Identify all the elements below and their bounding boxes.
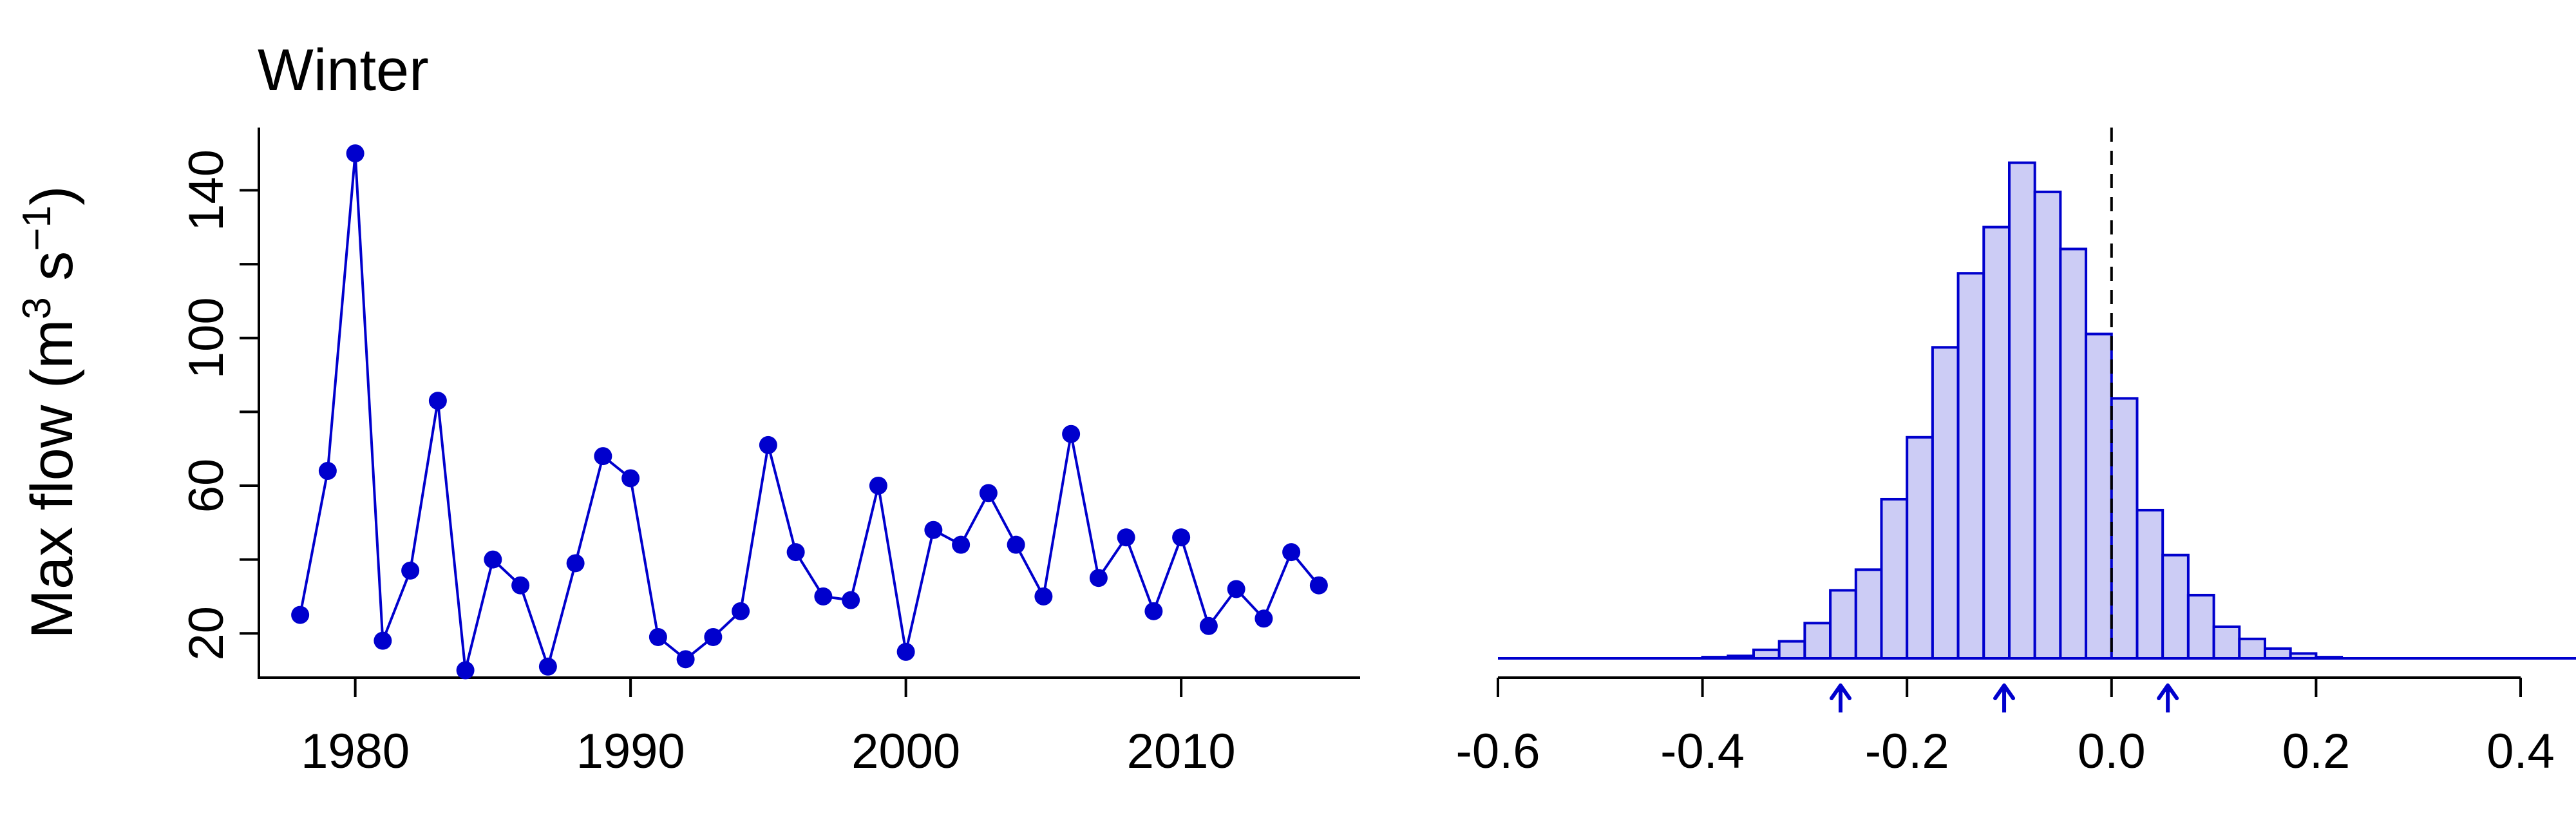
series-points [291,144,1328,680]
histogram-bar [1956,272,1985,660]
quantile-arrows [1829,683,2179,712]
data-point [814,587,833,606]
data-point [979,484,998,502]
x-tick-label: 2010 [1127,724,1236,779]
data-point [842,591,860,609]
data-point [318,462,337,481]
x-tick-label: 0.4 [2486,724,2555,779]
x-tick-label: 2000 [851,724,960,779]
data-point [538,657,557,676]
data-point [676,650,695,669]
x-tick-label: -0.6 [1456,724,1540,779]
data-point [1144,602,1163,620]
x-tick-label: -0.2 [1865,724,1949,779]
y-axis-label-main: Max flow (m [19,320,85,639]
arrow-icon [2157,683,2179,712]
data-point [952,535,971,554]
y-axis-label-mid: s [19,251,85,298]
data-point [291,606,310,624]
data-point [566,554,585,573]
histogram-bar [1803,622,1832,660]
histogram-bar [2161,553,2190,660]
data-point [346,144,365,163]
histogram-bar [1906,435,1934,660]
histogram-bar [2059,247,2088,660]
data-point [1117,528,1135,547]
histogram-bars [1701,161,2344,660]
histogram-panel: -0.6 -0.4 -0.2 0.0 0.2 0.4 [1456,128,2576,779]
y-tick-label: 20 [179,606,234,661]
data-point [1199,616,1218,635]
y-axis-label-end: ) [19,186,85,205]
data-point [1034,587,1053,606]
data-point [896,642,915,661]
histogram-bar [1752,648,1781,660]
x-tick-label: 0.2 [2282,724,2351,779]
y-axis-line [258,128,1360,679]
data-point [869,476,887,495]
data-point [1007,535,1025,554]
histogram-bar [2186,593,2215,660]
histogram-bar [2136,508,2164,660]
histogram-bar [1727,654,1756,660]
arrow-icon [1829,683,1852,712]
histogram-bar [2212,625,2241,660]
y-axis-label-sup1: 3 [15,297,59,319]
histogram-bar [2008,161,2036,660]
histogram-bar [1829,589,1857,660]
histogram-bar [1982,225,2011,660]
data-point [1309,576,1328,595]
chart-title: Winter [258,37,429,103]
histogram-bar [2289,652,2318,660]
data-point [1062,425,1081,443]
y-tick-label: 100 [179,297,234,379]
data-point [621,469,640,488]
data-point [1172,528,1191,547]
histogram-bar [1931,346,1960,660]
data-point [649,627,667,646]
data-point [1089,569,1108,587]
y-axis-ticks: 20 60 100 140 [179,149,259,660]
y-axis-label-sup2: −1 [15,205,59,251]
y-tick-label: 140 [179,149,234,231]
data-point [732,602,750,620]
y-axis-label: Max flow (m3 s−1) [15,186,86,638]
time-series-panel: Winter Max flow (m3 s−1) 20 60 100 140 1980… [15,37,1360,779]
data-point [511,576,530,595]
data-point [484,550,502,569]
data-point [594,447,612,466]
x-tick-label: 1990 [576,724,685,779]
histogram-bar [2085,332,2113,660]
histogram-bar [1777,640,1806,660]
histogram-bar [2033,190,2062,660]
data-point [374,631,392,650]
histogram-bar [1854,568,1883,660]
histogram-bar [2110,397,2139,660]
histogram-bar [1701,656,1730,660]
histogram-bar [2315,656,2344,660]
data-point [401,561,420,580]
data-point [704,627,723,646]
x-tick-label: 1980 [301,724,410,779]
x-tick-label: 0.0 [2078,724,2146,779]
histogram-bar [1880,497,1909,660]
data-point [924,520,943,539]
arrow-icon [1993,683,2016,712]
y-tick-label: 60 [179,459,234,513]
data-point [1255,609,1273,628]
x-axis-ticks: -0.6 -0.4 -0.2 0.0 0.2 0.4 [1456,678,2555,779]
data-point [786,543,805,562]
x-axis-ticks: 1980 1990 2000 2010 [301,678,1236,779]
data-point [428,392,447,410]
data-point [759,435,777,454]
data-point [456,661,475,680]
histogram-bar [2264,647,2292,660]
series-line [299,153,1320,671]
data-point [1282,543,1301,562]
x-tick-label: -0.4 [1660,724,1745,779]
histogram-bar [2238,637,2267,660]
data-point [1227,580,1245,598]
